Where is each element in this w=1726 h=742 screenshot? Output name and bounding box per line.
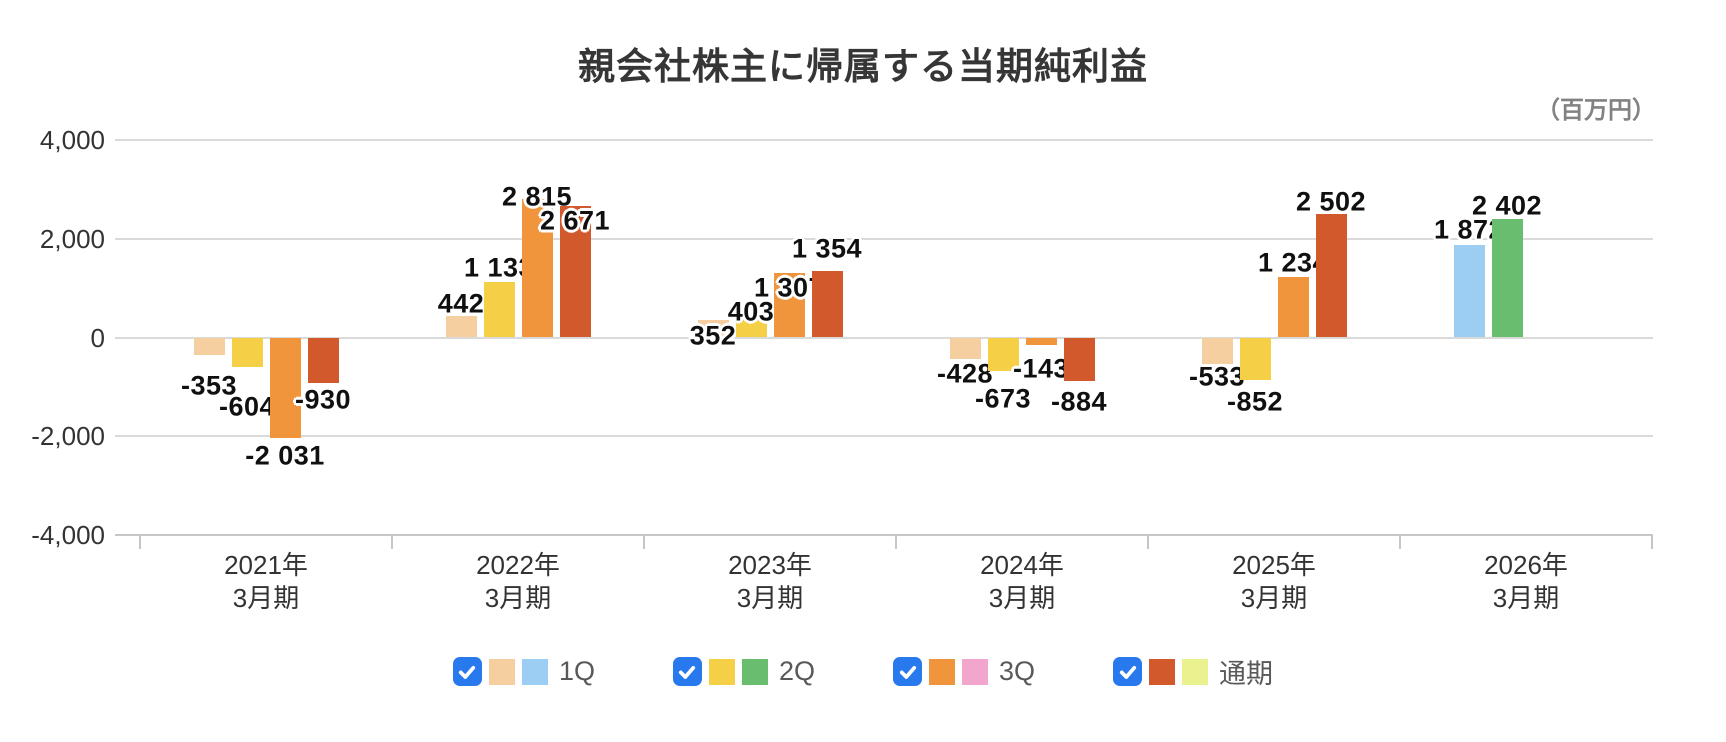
legend-swatch-actual: [488, 658, 515, 685]
legend-item-label: 通期: [1219, 659, 1274, 689]
x-axis-label-2026: 2026年 3月期: [1484, 550, 1568, 613]
checkmark-icon: [1119, 665, 1136, 679]
gridline: [115, 534, 1653, 536]
bar-2q-2024[interactable]: [987, 337, 1019, 371]
bar-1q-2026[interactable]: [1453, 245, 1485, 338]
bar-3q-2024[interactable]: [1025, 337, 1057, 345]
bar-2q-2023[interactable]: [735, 317, 767, 338]
bar-1q-2022[interactable]: [445, 315, 477, 338]
bar-1q-2025[interactable]: [1201, 337, 1233, 364]
bar-value-label: 2 402: [1471, 190, 1543, 221]
legend-swatch-actual: [929, 658, 956, 685]
bar-value-label: -143: [1012, 353, 1070, 384]
bar-2q-2021[interactable]: [231, 337, 263, 368]
checkbox-checked-icon[interactable]: [452, 657, 482, 686]
bar-value-label: -353: [180, 370, 238, 401]
bar-value-label: -2 031: [245, 440, 325, 471]
bar-value-label: 352: [689, 320, 737, 351]
y-axis-label: -4,000: [31, 520, 105, 550]
bar-1q-2024[interactable]: [949, 337, 981, 359]
bar-value-label: -533: [1188, 361, 1246, 392]
legend-swatch-forecast: [521, 658, 548, 685]
gridline: [115, 139, 1653, 141]
bar-3q-2021[interactable]: [269, 337, 301, 438]
bar-full-year-2024[interactable]: [1063, 337, 1095, 382]
bar-value-label: 2 502: [1295, 186, 1367, 217]
x-axis-tick: [139, 535, 141, 549]
gridline: [115, 435, 1653, 438]
legend-swatch-actual: [1149, 658, 1176, 685]
y-axis-label: 4,000: [39, 125, 105, 155]
bar-value-label: 442: [437, 288, 485, 319]
legend-item-label: 3Q: [999, 656, 1036, 686]
bar-value-label: -884: [1050, 386, 1108, 417]
bar-3q-2025[interactable]: [1277, 276, 1309, 338]
bar-full-year-2022[interactable]: [559, 205, 591, 338]
chart-title: 親会社株主に帰属する当期純利益: [578, 46, 1148, 87]
y-axis-label: 0: [90, 322, 105, 353]
checkmark-icon: [899, 665, 916, 679]
x-axis-tick: [895, 535, 897, 549]
checkbox-checked-icon[interactable]: [893, 657, 923, 686]
bar-value-label: 2 671: [539, 205, 611, 236]
legend-swatch-actual: [708, 658, 735, 685]
x-axis-tick: [1399, 535, 1401, 549]
legend-item-label: 1Q: [558, 656, 595, 686]
legend-item-1q[interactable]: 1Q: [452, 656, 595, 687]
bar-value-label: -604: [218, 391, 276, 422]
x-axis-label-2021: 2021年 3月期: [224, 550, 308, 613]
y-axis-label: -2,000: [31, 421, 105, 452]
legend-swatch-forecast: [741, 658, 768, 685]
bar-3q-2023[interactable]: [773, 272, 805, 338]
bar-2q-2022[interactable]: [483, 281, 515, 338]
checkmark-icon: [459, 665, 476, 679]
bar-full-year-2021[interactable]: [307, 337, 339, 384]
x-axis-tick: [643, 535, 645, 549]
checkmark-icon: [679, 665, 696, 679]
legend-item-full-year[interactable]: 通期: [1113, 652, 1273, 691]
bar-value-label: -852: [1226, 386, 1284, 417]
x-axis-tick: [391, 535, 393, 549]
checkbox-checked-icon[interactable]: [1113, 657, 1143, 686]
bar-full-year-2023[interactable]: [811, 270, 843, 338]
bar-full-year-2025[interactable]: [1315, 213, 1347, 338]
gridline: [115, 237, 1653, 240]
bar-value-label: 403: [727, 296, 775, 327]
bar-1q-2023[interactable]: [697, 320, 729, 338]
bar-value-label: 1 354: [791, 233, 863, 264]
checkbox-checked-icon[interactable]: [672, 657, 702, 686]
gridline: [115, 336, 1653, 339]
x-axis-label-2023: 2023年 3月期: [728, 550, 812, 613]
x-axis-label-2025: 2025年 3月期: [1232, 550, 1316, 613]
legend-item-label: 2Q: [778, 656, 816, 686]
unit-label: （百万円）: [1536, 97, 1656, 124]
legend-swatch-forecast: [1182, 658, 1209, 685]
y-axis-label: 2,000: [39, 223, 105, 254]
bar-2q-2025[interactable]: [1239, 337, 1271, 380]
bar-value-label: -428: [936, 358, 994, 389]
legend-item-2q[interactable]: 2Q: [672, 656, 816, 687]
legend-swatch-forecast: [962, 658, 989, 685]
legend-item-3q[interactable]: 3Q: [893, 656, 1035, 687]
bar-value-label: -930: [294, 384, 352, 415]
x-axis-label-2022: 2022年 3月期: [476, 550, 560, 613]
bar-1q-2021[interactable]: [193, 337, 225, 355]
x-axis-tick: [1147, 535, 1149, 549]
legend: 1Q 2Q 3Q 通期: [0, 652, 1726, 691]
bar-3q-2022[interactable]: [521, 198, 553, 338]
x-axis-label-2024: 2024年 3月期: [980, 550, 1064, 613]
bar-value-label: -673: [974, 383, 1032, 414]
bar-2q-2026[interactable]: [1491, 218, 1523, 338]
x-axis-tick: [1651, 535, 1653, 549]
